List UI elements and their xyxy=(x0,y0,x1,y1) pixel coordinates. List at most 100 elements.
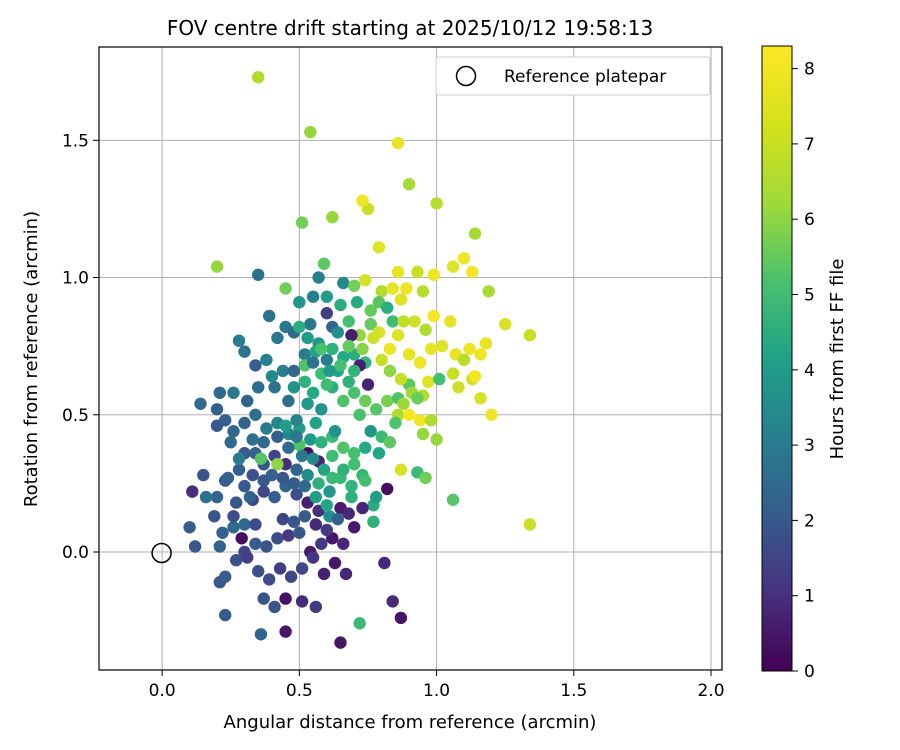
data-point xyxy=(210,260,224,273)
data-point xyxy=(276,364,290,378)
data-point xyxy=(466,265,479,279)
data-point xyxy=(337,394,350,408)
data-point xyxy=(293,320,306,334)
data-point xyxy=(306,452,320,465)
data-point xyxy=(257,485,270,498)
data-point xyxy=(268,490,281,504)
data-point xyxy=(301,397,314,410)
data-point xyxy=(306,551,320,564)
data-point xyxy=(342,339,355,353)
x-tick-label: 2.0 xyxy=(697,681,724,701)
data-point xyxy=(342,315,355,328)
data-point xyxy=(474,392,487,405)
data-point xyxy=(411,265,424,279)
data-point xyxy=(381,394,394,408)
data-point xyxy=(293,526,306,539)
data-point xyxy=(287,515,301,528)
x-tick-label: 1.5 xyxy=(560,681,587,701)
data-point xyxy=(208,510,221,523)
data-point xyxy=(337,276,350,290)
data-point xyxy=(370,490,383,504)
data-point xyxy=(342,507,355,520)
colorbar-tick-label: 6 xyxy=(804,210,815,230)
data-point xyxy=(400,282,413,295)
data-point xyxy=(249,518,262,531)
colorbar-tick-label: 5 xyxy=(804,285,815,305)
data-point xyxy=(186,485,199,498)
data-point xyxy=(334,636,347,649)
data-point xyxy=(424,342,438,356)
data-point xyxy=(227,521,240,534)
colorbar-tick-label: 0 xyxy=(804,662,815,682)
reference-platepar-marker xyxy=(151,542,172,564)
data-point xyxy=(227,386,240,399)
data-point xyxy=(331,512,344,526)
colorbar: 0 1 2 3 4 5 6 7 8 Hours from first FF file xyxy=(761,45,848,682)
data-point xyxy=(298,348,311,361)
colorbar-tick-label: 2 xyxy=(804,511,815,531)
data-point xyxy=(315,403,328,416)
legend-box xyxy=(435,56,711,96)
data-point xyxy=(342,375,355,388)
data-point xyxy=(435,339,449,353)
data-point xyxy=(328,425,342,438)
data-point xyxy=(312,477,325,490)
data-point xyxy=(265,370,279,383)
data-point xyxy=(315,342,328,356)
data-point xyxy=(227,425,240,438)
data-point xyxy=(260,422,273,435)
data-point xyxy=(227,510,240,523)
data-point xyxy=(383,342,397,356)
data-point xyxy=(427,309,440,323)
data-point xyxy=(348,521,361,534)
data-point xyxy=(279,419,292,432)
data-point xyxy=(317,463,331,476)
data-point xyxy=(257,592,270,605)
data-point xyxy=(474,348,487,361)
data-point xyxy=(301,468,314,482)
data-point xyxy=(370,403,383,416)
data-point xyxy=(359,394,372,408)
data-point xyxy=(394,463,408,476)
data-point xyxy=(359,474,372,487)
data-point xyxy=(348,364,361,378)
data-point xyxy=(326,211,339,224)
colorbar-gradient xyxy=(761,45,793,672)
data-point xyxy=(389,416,402,430)
data-point xyxy=(271,430,284,443)
grid-lines xyxy=(99,47,722,670)
data-point xyxy=(295,449,309,463)
data-point xyxy=(479,337,493,350)
data-point xyxy=(279,282,292,295)
data-point xyxy=(468,370,482,383)
data-point xyxy=(290,488,303,501)
data-point xyxy=(367,331,380,345)
data-point xyxy=(372,447,386,460)
x-axis-ticks: 0.0 0.5 1.0 1.5 2.0 xyxy=(149,670,725,701)
data-point xyxy=(463,342,476,356)
data-point xyxy=(320,307,333,320)
data-point xyxy=(353,617,366,630)
data-point xyxy=(419,471,432,485)
data-point xyxy=(213,576,226,589)
data-point xyxy=(221,471,235,485)
data-point xyxy=(356,194,369,207)
data-point xyxy=(268,381,281,394)
data-point xyxy=(210,419,224,432)
data-point xyxy=(364,318,377,331)
data-point xyxy=(263,309,276,323)
data-point xyxy=(230,496,243,509)
data-point xyxy=(386,595,399,608)
data-point xyxy=(320,378,333,391)
data-point xyxy=(306,290,320,303)
colorbar-label: Hours from first FF file xyxy=(827,259,848,460)
data-point xyxy=(424,414,438,427)
colorbar-tick-label: 3 xyxy=(804,436,815,456)
data-point xyxy=(348,386,361,399)
data-point xyxy=(238,518,251,531)
x-tick-label: 0.0 xyxy=(149,681,176,701)
data-point xyxy=(356,342,369,356)
data-point xyxy=(394,611,408,625)
data-point xyxy=(290,463,303,476)
data-point xyxy=(408,315,421,328)
